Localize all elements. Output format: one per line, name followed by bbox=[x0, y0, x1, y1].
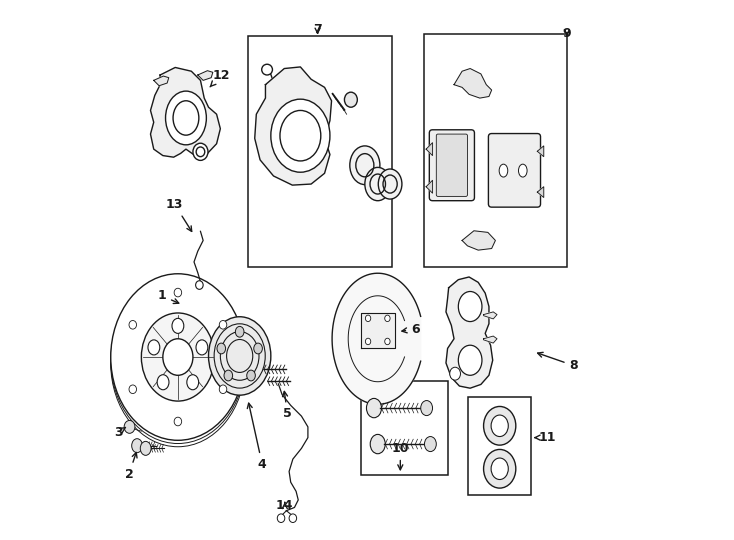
Ellipse shape bbox=[208, 317, 271, 395]
Polygon shape bbox=[360, 313, 395, 348]
Polygon shape bbox=[484, 336, 497, 343]
Ellipse shape bbox=[350, 146, 380, 185]
Polygon shape bbox=[446, 277, 493, 388]
Ellipse shape bbox=[129, 385, 137, 394]
Ellipse shape bbox=[148, 340, 160, 355]
Ellipse shape bbox=[518, 164, 527, 177]
Ellipse shape bbox=[196, 340, 208, 355]
FancyBboxPatch shape bbox=[488, 133, 540, 207]
Ellipse shape bbox=[424, 436, 436, 451]
Text: 11: 11 bbox=[535, 431, 556, 444]
FancyBboxPatch shape bbox=[429, 130, 474, 201]
Text: 4: 4 bbox=[247, 403, 266, 471]
Text: 10: 10 bbox=[391, 442, 409, 470]
Ellipse shape bbox=[365, 167, 390, 201]
Polygon shape bbox=[153, 76, 169, 86]
Polygon shape bbox=[426, 143, 432, 156]
Ellipse shape bbox=[484, 449, 516, 488]
Ellipse shape bbox=[219, 321, 227, 329]
Ellipse shape bbox=[193, 143, 208, 160]
Ellipse shape bbox=[124, 421, 135, 433]
Ellipse shape bbox=[129, 321, 137, 329]
Ellipse shape bbox=[174, 288, 181, 297]
Text: 3: 3 bbox=[114, 426, 126, 438]
Polygon shape bbox=[537, 187, 544, 198]
Text: 2: 2 bbox=[125, 453, 137, 481]
Ellipse shape bbox=[140, 441, 151, 455]
Ellipse shape bbox=[166, 91, 206, 145]
Polygon shape bbox=[255, 67, 332, 185]
Polygon shape bbox=[484, 312, 497, 319]
Polygon shape bbox=[454, 69, 492, 98]
Ellipse shape bbox=[111, 274, 245, 440]
Ellipse shape bbox=[378, 169, 402, 199]
Ellipse shape bbox=[236, 326, 244, 337]
Ellipse shape bbox=[289, 514, 297, 523]
Ellipse shape bbox=[142, 313, 214, 401]
Ellipse shape bbox=[385, 315, 390, 322]
Ellipse shape bbox=[224, 370, 233, 381]
Ellipse shape bbox=[131, 438, 142, 453]
Ellipse shape bbox=[217, 343, 225, 354]
Ellipse shape bbox=[366, 315, 371, 322]
Text: 12: 12 bbox=[210, 69, 230, 87]
Ellipse shape bbox=[499, 164, 508, 177]
Polygon shape bbox=[426, 180, 432, 193]
Ellipse shape bbox=[262, 64, 272, 75]
Ellipse shape bbox=[196, 281, 203, 289]
Ellipse shape bbox=[157, 375, 169, 390]
Ellipse shape bbox=[421, 401, 432, 416]
Ellipse shape bbox=[366, 399, 382, 418]
Text: 6: 6 bbox=[402, 322, 420, 335]
Text: 7: 7 bbox=[313, 23, 322, 36]
Ellipse shape bbox=[458, 345, 482, 375]
Text: 14: 14 bbox=[276, 499, 294, 512]
Ellipse shape bbox=[172, 319, 184, 333]
Ellipse shape bbox=[163, 339, 193, 375]
Bar bbox=[248, 36, 392, 267]
Ellipse shape bbox=[450, 367, 460, 380]
FancyBboxPatch shape bbox=[436, 134, 468, 197]
Ellipse shape bbox=[344, 92, 357, 107]
Ellipse shape bbox=[219, 385, 227, 394]
Polygon shape bbox=[150, 68, 220, 157]
Text: 5: 5 bbox=[283, 392, 292, 421]
Ellipse shape bbox=[491, 415, 508, 436]
Ellipse shape bbox=[271, 99, 330, 172]
Polygon shape bbox=[332, 273, 421, 404]
Polygon shape bbox=[197, 71, 213, 80]
Ellipse shape bbox=[385, 338, 390, 345]
Ellipse shape bbox=[491, 458, 508, 480]
Ellipse shape bbox=[370, 434, 385, 454]
Ellipse shape bbox=[277, 514, 285, 523]
Ellipse shape bbox=[484, 407, 516, 445]
Ellipse shape bbox=[247, 370, 255, 381]
Bar bbox=[360, 381, 448, 475]
Text: 8: 8 bbox=[537, 353, 578, 372]
Text: 1: 1 bbox=[157, 289, 179, 303]
Ellipse shape bbox=[458, 292, 482, 322]
Ellipse shape bbox=[366, 338, 371, 345]
Text: 9: 9 bbox=[562, 27, 571, 40]
Ellipse shape bbox=[187, 375, 199, 390]
Ellipse shape bbox=[174, 417, 181, 426]
Bar bbox=[424, 33, 567, 267]
Polygon shape bbox=[537, 146, 544, 157]
Ellipse shape bbox=[254, 343, 262, 354]
Bar bbox=[468, 397, 531, 495]
Text: 13: 13 bbox=[166, 198, 192, 232]
Polygon shape bbox=[462, 231, 495, 250]
